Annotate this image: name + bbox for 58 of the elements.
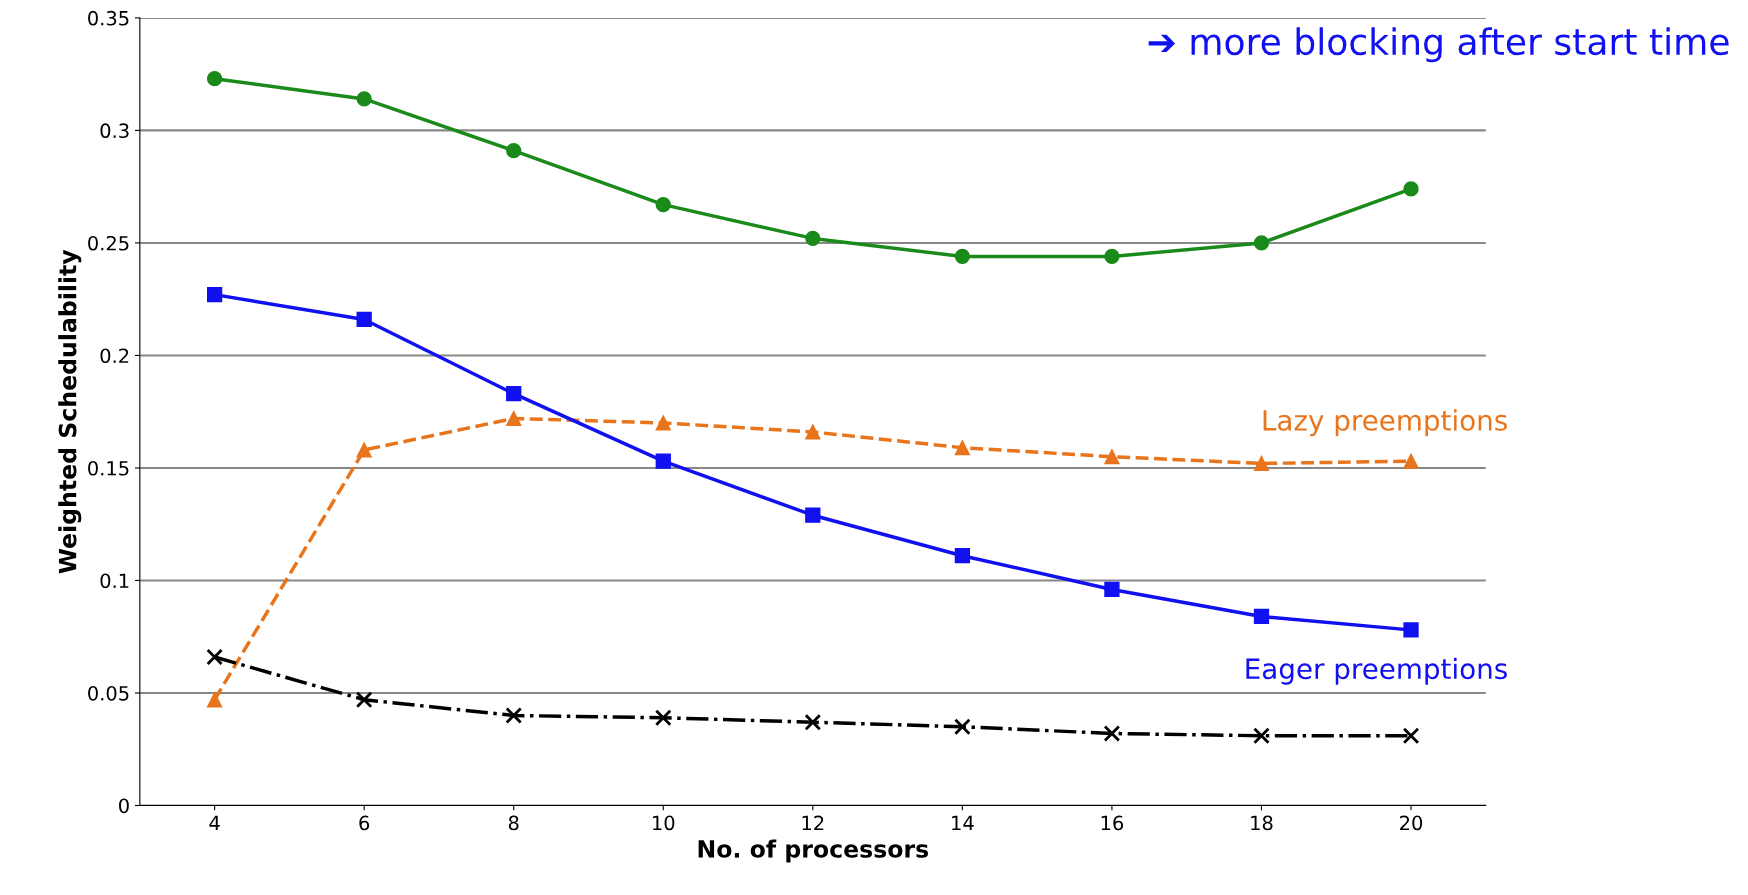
point [954, 548, 971, 564]
y-tick-label: 0.25 [88, 235, 129, 251]
x-tick-label: 6 [359, 815, 370, 831]
point [206, 648, 223, 666]
point [1403, 453, 1419, 469]
point [1253, 608, 1270, 625]
point [1104, 581, 1120, 598]
point [805, 507, 821, 523]
series-label: Eager preemptions [1246, 657, 1507, 685]
y-tick-label: 0.05 [88, 685, 129, 701]
x-tick-label: 4 [209, 815, 220, 830]
y-tick-label: 0.1 [100, 573, 129, 589]
series-label: Lazy preemptions [1263, 409, 1507, 437]
point [1403, 181, 1419, 197]
point [1403, 622, 1419, 638]
y-axis-title: Weighted Schedulability [58, 249, 82, 574]
y-tick-label: 0.3 [100, 123, 129, 139]
point [655, 415, 671, 431]
x-tick-label: 8 [508, 815, 519, 831]
y-tick-label: 0 [119, 798, 129, 814]
point [206, 71, 223, 87]
x-tick-label: 12 [802, 815, 824, 830]
x-tick-label: 20 [1400, 815, 1423, 831]
point [356, 91, 372, 107]
point [954, 718, 971, 736]
point [1253, 727, 1270, 745]
x-axis-title: No. of processors [698, 839, 929, 863]
point [1104, 248, 1120, 265]
y-tick-label: 0.35 [88, 10, 129, 26]
point [356, 311, 372, 328]
y-tick-label: 0.15 [88, 460, 129, 476]
x-tick-label: 10 [653, 815, 675, 831]
point [506, 386, 522, 402]
point [1253, 455, 1270, 472]
x-tick-label: 16 [1101, 815, 1124, 831]
point [1253, 235, 1270, 251]
point [206, 692, 223, 708]
point [804, 713, 822, 731]
point [805, 230, 821, 247]
point [654, 709, 672, 727]
y-tick-label: 0.2 [100, 348, 129, 364]
x-tick-label: 14 [952, 815, 974, 830]
point [1103, 725, 1121, 742]
point [655, 453, 671, 469]
point [506, 410, 522, 427]
point [506, 143, 522, 159]
point [954, 440, 971, 456]
point [356, 442, 372, 458]
annotation: ➔ more blocking after start time [1148, 27, 1729, 63]
point [206, 287, 223, 303]
point [1402, 727, 1420, 745]
point [1104, 449, 1120, 465]
point [954, 248, 971, 265]
point [655, 197, 671, 213]
point [355, 691, 373, 709]
point [805, 424, 821, 440]
point [505, 707, 523, 724]
x-tick-label: 18 [1251, 815, 1273, 831]
